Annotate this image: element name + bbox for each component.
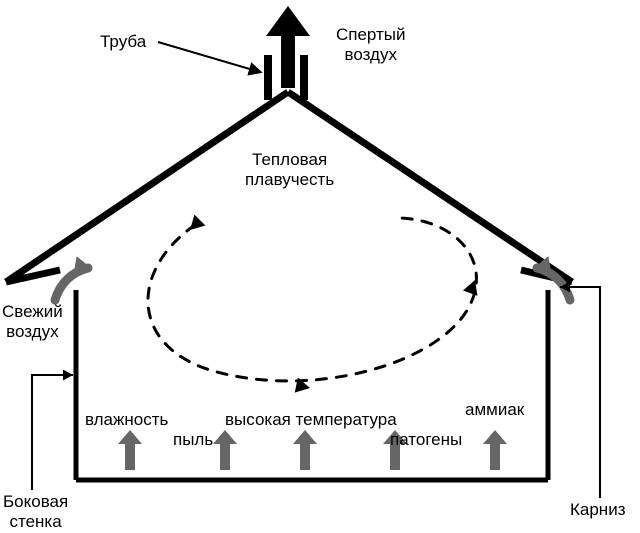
label-thermal: Тепловая плавучесть — [245, 150, 334, 191]
label-eave: Карниз — [570, 500, 626, 520]
label-ammonia: аммиак — [465, 400, 524, 420]
label-dust: пыль — [173, 430, 213, 450]
label-side-wall: Боковая стенка — [3, 492, 68, 533]
label-pipe: Труба — [100, 32, 146, 52]
label-fresh-air: Свежий воздух — [2, 302, 63, 343]
diagram-svg — [0, 0, 640, 530]
ventilation-diagram: Труба Спертый воздух Тепловая плавучесть… — [0, 0, 640, 530]
label-pathogens: патогены — [390, 430, 462, 450]
label-high-temp: высокая температура — [225, 410, 397, 430]
label-stale-air: Спертый воздух — [336, 25, 406, 66]
label-humidity: влажность — [85, 410, 168, 430]
